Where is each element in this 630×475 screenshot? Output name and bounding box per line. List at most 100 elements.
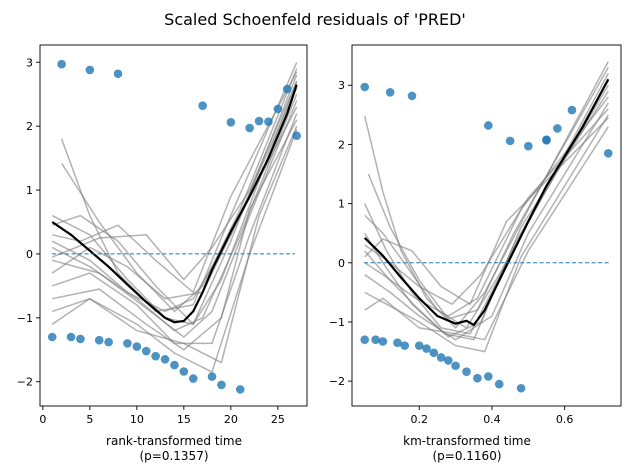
residual-point: [47, 332, 57, 342]
residual-point: [444, 356, 453, 365]
residual-point: [104, 337, 113, 347]
y-tick-label: −1: [329, 316, 345, 329]
residual-point: [188, 374, 198, 383]
bootstrap-line: [52, 71, 298, 294]
x-tick-label: 0.6: [556, 413, 574, 426]
residual-point: [264, 117, 273, 126]
residual-point: [273, 104, 283, 114]
residual-point: [429, 348, 439, 358]
x-tick-label: 0.2: [411, 413, 429, 426]
residual-point: [151, 351, 160, 361]
residual-point: [123, 339, 132, 348]
residual-point: [235, 385, 245, 394]
x-tick-label: 0: [39, 413, 46, 426]
residual-point: [422, 344, 431, 353]
residual-point: [179, 367, 189, 376]
bootstrap-line: [364, 102, 609, 341]
bootstrap-line: [52, 119, 298, 351]
right-x-axis-label: km-transformed time: [403, 434, 531, 448]
right-axes: 0.2 0.4 0.6 −2 −1 0 1 2 3: [329, 44, 622, 426]
residual-point: [385, 88, 395, 97]
residual-point: [360, 335, 370, 345]
axes-frame: [351, 44, 622, 407]
residual-point: [473, 373, 482, 383]
y-tick-label: 3: [26, 56, 33, 69]
y-tick-label: 2: [338, 138, 345, 151]
x-tick-label: 0.4: [483, 413, 501, 426]
residual-point: [516, 383, 526, 393]
left-x-axis-label: rank-transformed time: [106, 434, 242, 448]
figure-title: Scaled Schoenfeld residuals of 'PRED': [164, 10, 466, 29]
residual-point: [542, 135, 551, 145]
residual-point: [414, 341, 424, 350]
residual-point: [378, 337, 388, 346]
residual-point: [170, 360, 179, 370]
residual-point: [407, 91, 417, 101]
residual-point: [282, 84, 292, 94]
right-p-value-label: (p=0.1160): [432, 449, 501, 463]
residual-point: [245, 123, 254, 133]
bootstrap-line: [364, 114, 609, 353]
residual-point: [524, 141, 533, 151]
left-subplot: 0 5 10 15 20 25 −2 −1 0 1 2 3 rank-transformed time…: [17, 44, 308, 463]
residual-point: [484, 121, 493, 130]
residual-point: [603, 149, 613, 158]
bootstrap-line: [51, 81, 298, 326]
residual-point: [553, 124, 562, 133]
y-tick-label: −2: [329, 375, 345, 388]
residual-point: [66, 332, 76, 342]
residual-point: [462, 367, 471, 376]
lowess-curve: [51, 84, 298, 324]
residual-point: [226, 118, 236, 127]
residual-point: [57, 59, 66, 69]
bootstrap-line: [60, 68, 298, 313]
y-tick-label: −2: [17, 376, 33, 389]
lowess-curve: [363, 78, 610, 327]
residual-point: [207, 372, 217, 381]
residual-point: [400, 341, 410, 350]
y-tick-label: 2: [26, 120, 33, 133]
residual-point: [94, 335, 104, 345]
residual-point: [132, 342, 142, 351]
residual-point: [85, 65, 95, 75]
residual-point: [505, 136, 515, 146]
residual-point: [141, 346, 151, 356]
y-tick-label: 3: [338, 79, 345, 92]
y-tick-label: 1: [26, 184, 33, 197]
bootstrap-line: [60, 62, 298, 313]
x-tick-label: 20: [224, 413, 238, 426]
x-tick-label: 15: [177, 413, 191, 426]
axes-frame: [39, 44, 308, 407]
x-tick-label: 10: [130, 413, 144, 426]
bootstrap-line: [364, 126, 609, 341]
residual-point: [371, 335, 380, 345]
bootstrap-line: [52, 100, 298, 338]
bootstrap-line: [51, 81, 298, 281]
residual-point: [113, 69, 123, 79]
residual-point: [567, 105, 577, 115]
left-plot-marks: [47, 59, 301, 394]
bootstrap-line: [364, 117, 609, 306]
residual-point: [254, 116, 264, 126]
residual-point: [484, 372, 493, 381]
y-tick-label: 0: [26, 248, 33, 261]
residual-point: [217, 380, 226, 390]
bootstrap-line: [367, 67, 609, 320]
residual-point: [76, 334, 85, 344]
y-tick-label: 1: [338, 198, 345, 211]
residual-point: [451, 361, 460, 371]
right-subplot: 0.2 0.4 0.6 −2 −1 0 1 2 3 km-transformed time (p…: [329, 44, 622, 463]
residual-point: [160, 355, 170, 364]
residual-point: [292, 131, 301, 141]
x-tick-label: 5: [86, 413, 93, 426]
x-tick-label: 25: [271, 413, 285, 426]
y-tick-label: −1: [17, 312, 33, 325]
residual-point: [436, 353, 446, 362]
residual-point: [360, 82, 370, 92]
residual-point: [494, 379, 504, 389]
bootstrap-line: [51, 74, 298, 326]
y-tick-label: 0: [338, 257, 345, 270]
residual-point: [393, 338, 402, 347]
right-plot-marks: [360, 61, 613, 393]
